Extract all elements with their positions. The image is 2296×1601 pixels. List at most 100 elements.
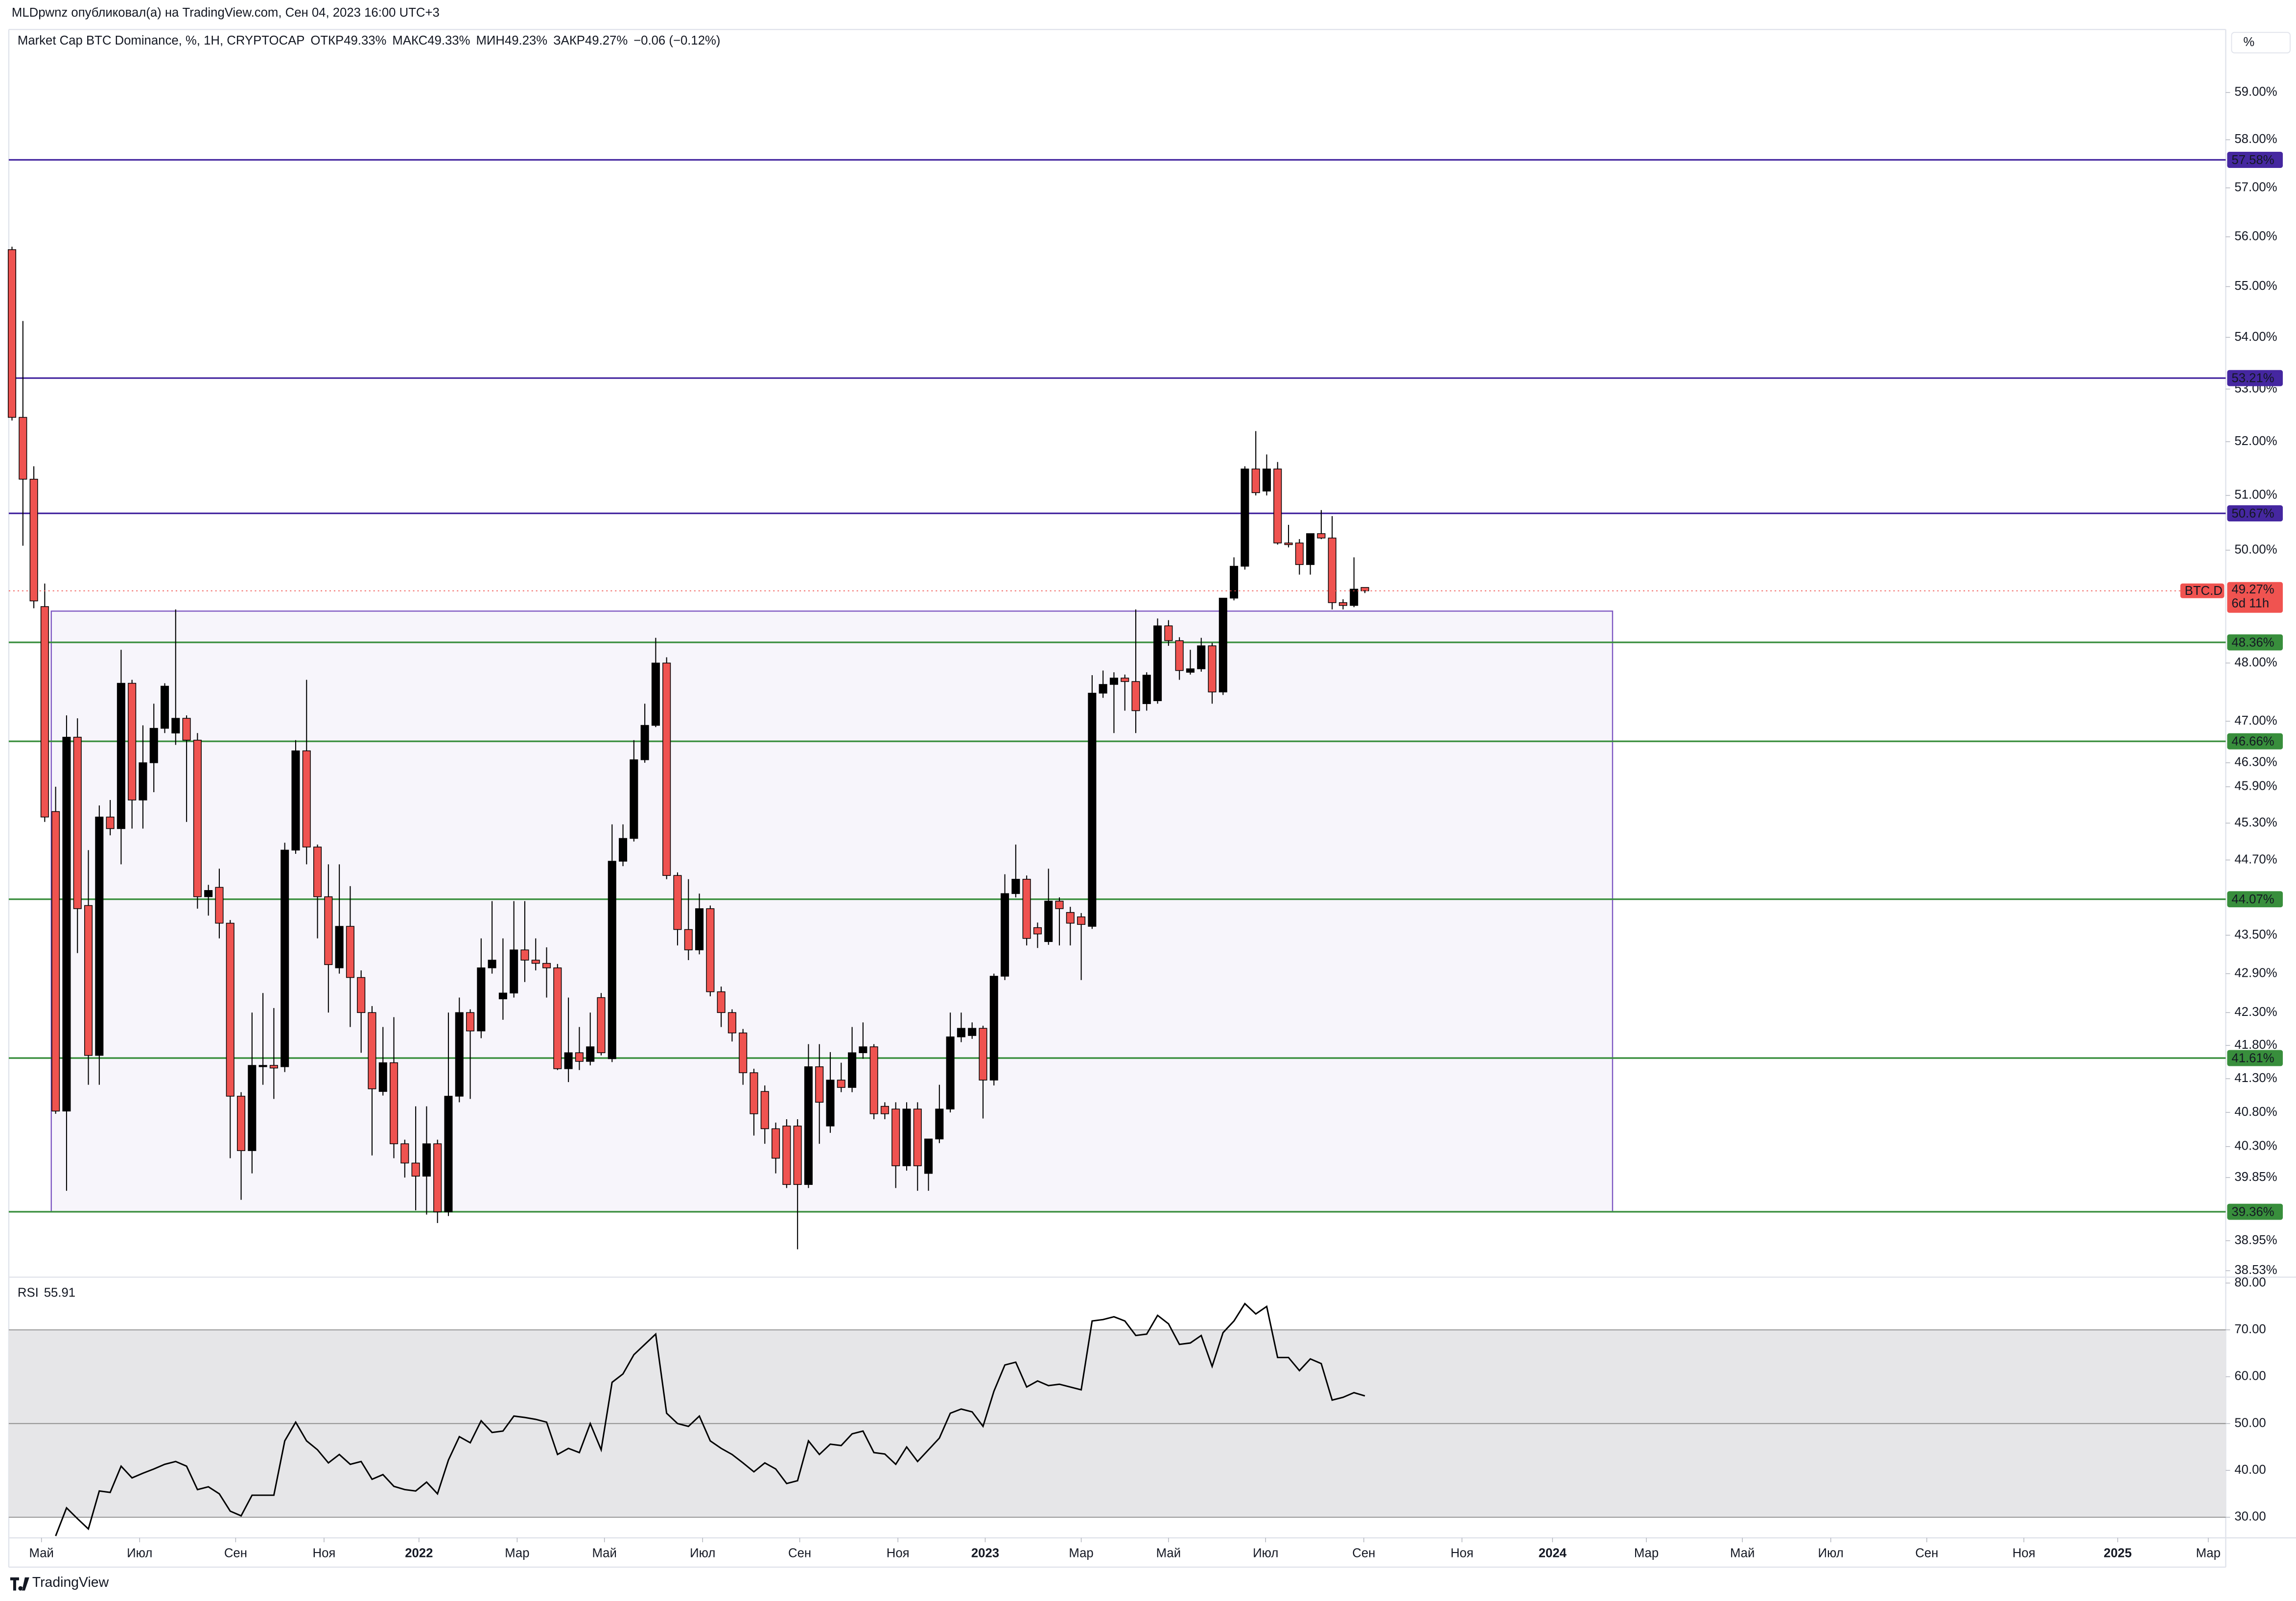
candle-body [531,960,540,964]
y-tick-label: 39.85% [2234,1170,2277,1184]
candle [1306,533,1315,575]
candle-body [302,750,311,848]
candle-body [204,890,213,897]
level-badge [2227,1050,2283,1066]
candle-body [510,949,518,994]
candle-body [924,1138,933,1174]
x-tick-label: 2025 [2104,1547,2132,1560]
candle-body [1251,469,1260,494]
x-tick-label: Мар [2196,1547,2221,1560]
candle [106,800,115,836]
publisher: MLDpwnz опубликовал(а) на TradingView.co… [12,6,440,20]
candle-body [1338,602,1347,606]
candle [19,321,27,546]
candle-body [891,1108,900,1166]
legend-change: −0.06 (−0.12%) [633,34,720,47]
x-tick-label: Май [592,1547,616,1560]
y-tick-label: 44.70% [2234,852,2277,866]
candle-body [84,905,93,1056]
candle-body [444,1096,453,1212]
candle-body [248,1065,257,1151]
candle [1262,454,1271,495]
candle-body [1077,916,1086,925]
candle-body [1175,640,1184,671]
candle [1011,845,1020,897]
candle-body [368,1012,376,1089]
candle [782,1119,791,1188]
level-label: 57.58% [2231,153,2274,167]
candle [378,1027,387,1096]
candle-body [477,967,486,1032]
candle-body [95,816,104,1056]
candle-body [793,1126,802,1185]
candle [1208,643,1217,704]
x-tick-label: Ноя [313,1547,336,1560]
candle [128,680,137,829]
y-tick-label: 45.30% [2234,816,2277,829]
candle [793,1119,802,1249]
candle-body [1360,587,1369,591]
candle-body [1295,542,1304,565]
candle-body [1001,893,1009,977]
candle [542,947,551,998]
candle [1186,650,1195,675]
candle [269,1008,278,1099]
candle [608,824,616,1062]
x-tick-label: Сен [224,1547,247,1560]
y-tick-label: 48.00% [2234,656,2277,669]
candle [313,845,322,939]
candle-body [1088,692,1097,927]
candle-body [1022,879,1031,939]
candle-body [1066,912,1075,924]
candle [139,725,147,829]
candle [531,938,540,971]
y-tick-label: 47.00% [2234,714,2277,728]
candle [826,1052,835,1133]
candle-body [400,1143,409,1164]
candle-body [608,861,616,1059]
candle [640,704,649,763]
candle [1295,539,1304,575]
unit-button-label[interactable]: % [2243,35,2254,49]
candle [1033,922,1042,948]
candle [248,1012,257,1174]
x-tick-label: Ноя [1451,1547,1474,1560]
candle [891,1102,900,1188]
logo: TradingView [10,1575,109,1591]
candle [772,1122,780,1174]
candle [258,993,267,1085]
candle [1218,597,1227,695]
y-tick-label: 59.00% [2234,85,2277,99]
candle-body [488,960,496,968]
level-label: 48.36% [2231,636,2274,649]
x-tick-label: 2022 [405,1547,433,1560]
x-tick-label: 2024 [1539,1547,1567,1560]
candle-body [346,926,354,978]
candle [1142,672,1151,711]
candle [804,1044,813,1188]
candle-body [335,926,344,968]
unit-button[interactable] [2231,32,2291,53]
level-label: 53.21% [2231,372,2274,385]
candle-body [1153,625,1162,701]
candle [171,609,180,745]
candle [1284,524,1293,548]
candle-body [215,887,224,924]
candle [193,733,202,909]
level-badge [2227,733,2283,750]
candle-body [1328,538,1336,603]
countdown: 6d 11h [2231,596,2269,610]
y-tick-label: 42.90% [2234,966,2277,980]
candle [673,872,682,945]
candle [630,740,638,842]
x-tick-label: Июл [1818,1547,1844,1560]
level-label: 50.67% [2231,507,2274,520]
candle [477,938,486,1038]
x-tick-label: Июл [690,1547,715,1560]
candle-body [815,1066,824,1103]
candle [357,970,366,1053]
y-tick-label: 46.30% [2234,755,2277,769]
x-tick-label: Май [1156,1547,1181,1560]
candle-body [619,838,628,862]
candle-body [1197,645,1206,669]
